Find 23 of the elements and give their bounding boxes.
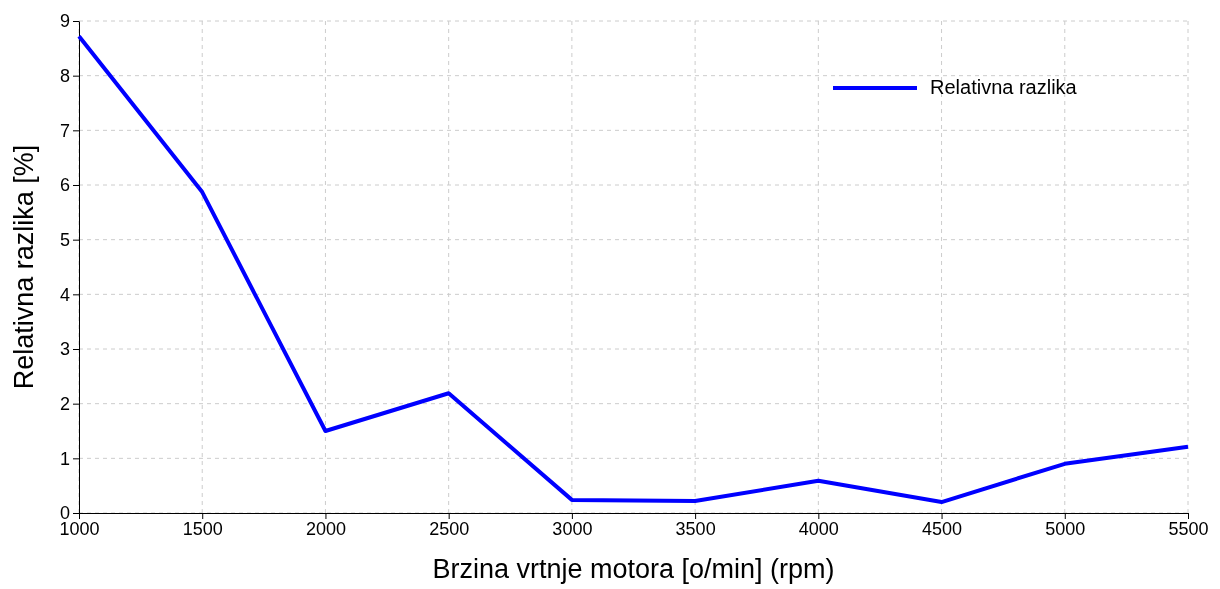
y-tick-label: 7 <box>59 120 70 141</box>
x-tick-label: 1500 <box>182 518 223 539</box>
x-tick-label: 2500 <box>429 518 470 539</box>
legend-label: Relativna razlika <box>930 76 1078 98</box>
x-tick-label: 3500 <box>675 518 716 539</box>
y-tick-label: 6 <box>59 175 70 196</box>
x-tick-label: 4500 <box>922 518 963 539</box>
x-tick-label: 1000 <box>59 518 100 539</box>
y-tick-label: 1 <box>59 448 70 469</box>
y-tick-label: 2 <box>59 393 70 414</box>
y-tick-label: 8 <box>59 65 70 86</box>
x-tick-label: 2000 <box>305 518 346 539</box>
line-series <box>77 34 1190 505</box>
x-tick-label: 5500 <box>1168 518 1209 539</box>
y-axis-title: Relativna razlika [%] <box>9 144 39 390</box>
x-tick-label: 4000 <box>798 518 839 539</box>
x-tick-label: 3000 <box>552 518 593 539</box>
y-tick-label: 3 <box>59 339 70 360</box>
y-tick-label: 5 <box>59 229 70 250</box>
y-tick-label: 9 <box>59 11 70 32</box>
x-axis-title: Brzina vrtnje motora [o/min] (rpm) <box>432 554 835 584</box>
y-tick-label: 4 <box>59 284 70 305</box>
x-tick-label: 5000 <box>1045 518 1086 539</box>
